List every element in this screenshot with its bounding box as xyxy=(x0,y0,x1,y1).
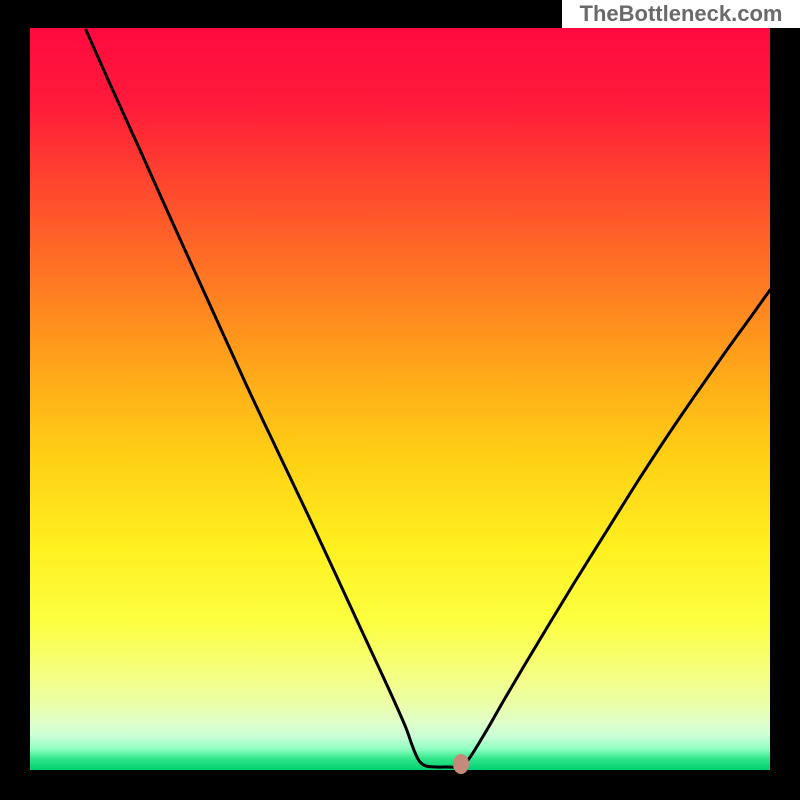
watermark-label: TheBottleneck.com xyxy=(562,0,800,28)
bottleneck-chart xyxy=(0,0,800,800)
gradient-heatmap xyxy=(30,28,770,770)
optimal-point-marker xyxy=(453,754,469,774)
